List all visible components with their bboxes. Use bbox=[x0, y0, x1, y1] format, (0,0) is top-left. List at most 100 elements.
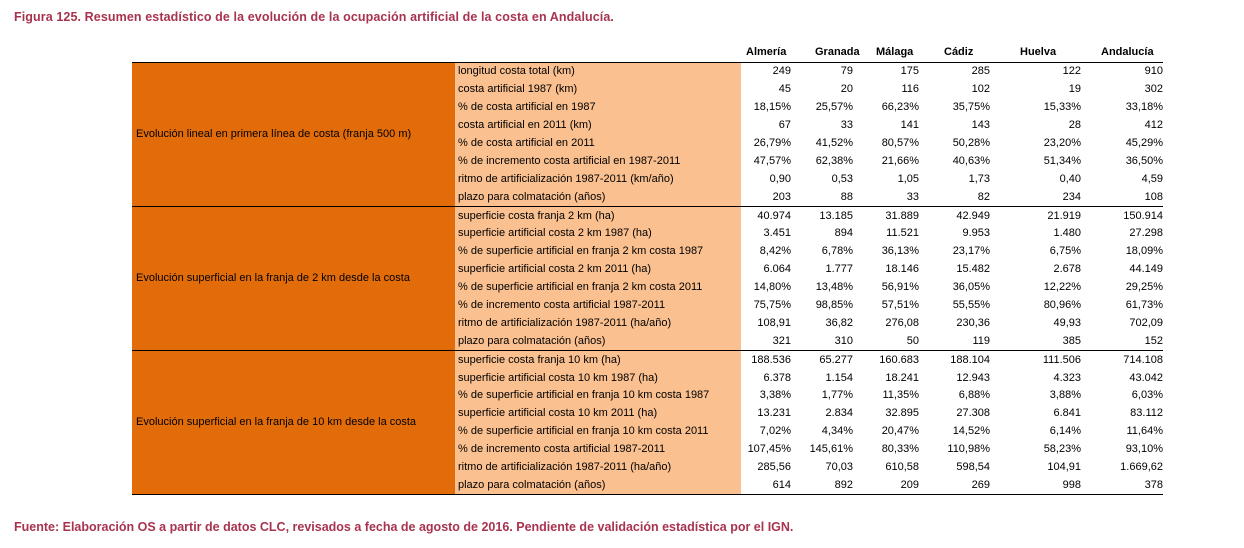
value-cell: 910 bbox=[1081, 61, 1163, 81]
value-cell: 21.919 bbox=[990, 206, 1081, 226]
value-cell: 104,91 bbox=[990, 458, 1081, 477]
value-cell: 25,57% bbox=[791, 98, 853, 117]
value-cell: 269 bbox=[919, 476, 990, 496]
column-header-granada: Granada bbox=[815, 46, 860, 58]
table-row: % de superficie artificial en franja 2 k… bbox=[132, 242, 1163, 261]
value-cell: 285 bbox=[919, 61, 990, 81]
value-cell: 141 bbox=[853, 116, 919, 135]
value-cell: 145,61% bbox=[791, 440, 853, 459]
value-cell: 45,29% bbox=[1081, 134, 1163, 153]
value-cell: 49,93 bbox=[990, 314, 1081, 333]
table-row: % de incremento costa artificial 1987-20… bbox=[132, 296, 1163, 315]
value-cell: 13.231 bbox=[741, 404, 791, 423]
value-cell: 116 bbox=[853, 80, 919, 99]
value-cell: 58,23% bbox=[990, 440, 1081, 459]
value-cell: 610,58 bbox=[853, 458, 919, 477]
value-cell: 18.146 bbox=[853, 260, 919, 279]
table-row: % de superficie artificial en franja 2 k… bbox=[132, 278, 1163, 297]
value-cell: 36,05% bbox=[919, 278, 990, 297]
value-cell: 36,82 bbox=[791, 314, 853, 333]
value-cell: 27.298 bbox=[1081, 225, 1163, 243]
value-cell: 3.451 bbox=[741, 225, 791, 243]
value-cell: 1.480 bbox=[990, 225, 1081, 243]
value-cell: 122 bbox=[990, 61, 1081, 81]
value-cell: 93,10% bbox=[1081, 440, 1163, 459]
column-header-huelva: Huelva bbox=[1020, 46, 1057, 58]
value-cell: 152 bbox=[1081, 332, 1163, 352]
value-cell: 188.104 bbox=[919, 350, 990, 370]
value-cell: 65.277 bbox=[791, 350, 853, 370]
value-cell: 88 bbox=[791, 188, 853, 208]
value-cell: 11,64% bbox=[1081, 422, 1163, 441]
value-cell: 33 bbox=[791, 116, 853, 135]
row-label: costa artificial en 2011 (km) bbox=[455, 116, 741, 135]
value-cell: 6.841 bbox=[990, 404, 1081, 423]
value-cell: 13.185 bbox=[791, 206, 853, 226]
value-cell: 43.042 bbox=[1081, 369, 1163, 388]
value-cell: 57,51% bbox=[853, 296, 919, 315]
value-cell: 209 bbox=[853, 476, 919, 496]
source-note: Fuente: Elaboración OS a partir de datos… bbox=[14, 520, 794, 534]
value-cell: 18.241 bbox=[853, 369, 919, 388]
value-cell: 378 bbox=[1081, 476, 1163, 496]
value-cell: 36,50% bbox=[1081, 152, 1163, 171]
value-cell: 276,08 bbox=[853, 314, 919, 333]
value-cell: 1,73 bbox=[919, 170, 990, 189]
row-label: % de superficie artificial en franja 2 k… bbox=[455, 278, 741, 297]
value-cell: 4.323 bbox=[990, 369, 1081, 388]
row-label: superficie artificial costa 2 km 2011 (h… bbox=[455, 260, 741, 279]
value-cell: 21,66% bbox=[853, 152, 919, 171]
row-label: ritmo de artificialización 1987-2011 (ha… bbox=[455, 314, 741, 333]
value-cell: 0,90 bbox=[741, 170, 791, 189]
value-cell: 33 bbox=[853, 188, 919, 208]
column-header-almeria: Almería bbox=[746, 46, 787, 58]
row-label: % de incremento costa artificial en 1987… bbox=[455, 152, 741, 171]
value-cell: 32.895 bbox=[853, 404, 919, 423]
value-cell: 285,56 bbox=[741, 458, 791, 477]
table-row: % de incremento costa artificial 1987-20… bbox=[132, 440, 1163, 459]
value-cell: 51,34% bbox=[990, 152, 1081, 171]
value-cell: 44.149 bbox=[1081, 260, 1163, 279]
value-cell: 11.521 bbox=[853, 225, 919, 243]
value-cell: 55,55% bbox=[919, 296, 990, 315]
value-cell: 6,88% bbox=[919, 387, 990, 405]
value-cell: 1,77% bbox=[791, 387, 853, 405]
value-cell: 83.112 bbox=[1081, 404, 1163, 423]
table-row: ritmo de artificialización 1987-2011 (km… bbox=[132, 170, 1163, 189]
value-cell: 143 bbox=[919, 116, 990, 135]
value-cell: 80,57% bbox=[853, 134, 919, 153]
row-label: plazo para colmatación (años) bbox=[455, 188, 741, 208]
row-label: ritmo de artificialización 1987-2011 (ha… bbox=[455, 458, 741, 477]
value-cell: 12,22% bbox=[990, 278, 1081, 297]
value-cell: 188.536 bbox=[741, 350, 791, 370]
value-cell: 61,73% bbox=[1081, 296, 1163, 315]
table-row: superficie artificial costa 2 km 2011 (h… bbox=[132, 260, 1163, 279]
value-cell: 98,85% bbox=[791, 296, 853, 315]
value-cell: 234 bbox=[990, 188, 1081, 208]
value-cell: 18,15% bbox=[741, 98, 791, 117]
value-cell: 36,13% bbox=[853, 242, 919, 261]
value-cell: 249 bbox=[741, 61, 791, 81]
row-label: ritmo de artificialización 1987-2011 (km… bbox=[455, 170, 741, 189]
value-cell: 6,78% bbox=[791, 242, 853, 261]
value-cell: 6,03% bbox=[1081, 387, 1163, 405]
value-cell: 56,91% bbox=[853, 278, 919, 297]
section-label: Evolución lineal en primera línea de cos… bbox=[132, 61, 455, 208]
row-label: % de superficie artificial en franja 2 k… bbox=[455, 242, 741, 261]
figure-title: Figura 125. Resumen estadístico de la ev… bbox=[14, 10, 614, 24]
row-label: superficie artificial costa 10 km 2011 (… bbox=[455, 404, 741, 423]
value-cell: 0,40 bbox=[990, 170, 1081, 189]
value-cell: 80,33% bbox=[853, 440, 919, 459]
value-cell: 14,52% bbox=[919, 422, 990, 441]
row-label: superficie artificial costa 10 km 1987 (… bbox=[455, 369, 741, 388]
table-row: plazo para colmatación (años) 203 88 33 82 23… bbox=[132, 188, 1163, 208]
value-cell: 42.949 bbox=[919, 206, 990, 226]
table-row: % de incremento costa artificial en 1987… bbox=[132, 152, 1163, 171]
value-cell: 412 bbox=[1081, 116, 1163, 135]
value-cell: 614 bbox=[741, 476, 791, 496]
value-cell: 3,88% bbox=[990, 387, 1081, 405]
value-cell: 160.683 bbox=[853, 350, 919, 370]
value-cell: 111.506 bbox=[990, 350, 1081, 370]
value-cell: 75,75% bbox=[741, 296, 791, 315]
value-cell: 6.064 bbox=[741, 260, 791, 279]
